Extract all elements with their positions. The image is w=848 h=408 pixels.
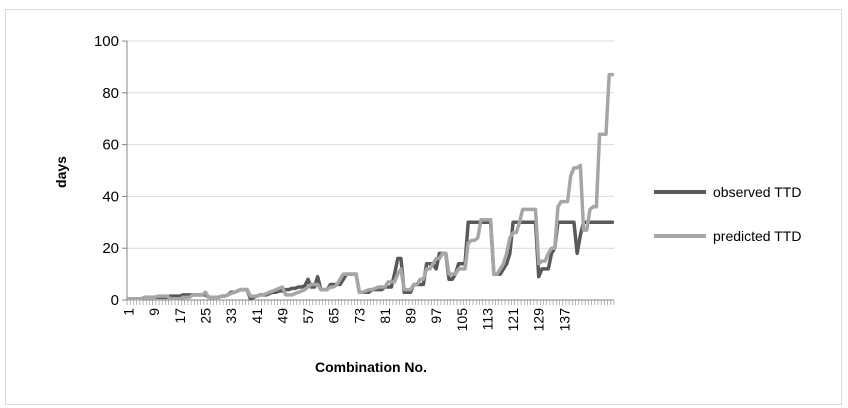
y-tick-label-60: 60	[102, 137, 119, 154]
x-tick-label-89: 89	[403, 308, 419, 324]
legend: observed TTD predicted TTD	[654, 184, 801, 244]
y-tick-label-0: 0	[111, 292, 119, 309]
x-tick-label-97: 97	[428, 308, 444, 324]
x-tick-label-105: 105	[454, 308, 470, 332]
x-tick-label-25: 25	[197, 308, 213, 324]
x-tick-label-9: 9	[146, 308, 162, 316]
x-tick-label-137: 137	[556, 308, 572, 332]
x-tick-label-57: 57	[300, 308, 316, 324]
legend-label-observed: observed TTD	[713, 184, 801, 200]
legend-item-predicted: predicted TTD	[654, 228, 801, 244]
x-tick-label-49: 49	[274, 308, 290, 324]
x-axis-label: Combination No.	[315, 359, 427, 375]
legend-label-predicted: predicted TTD	[713, 228, 801, 244]
x-tick-label-17: 17	[172, 308, 188, 324]
x-tick-label-81: 81	[377, 308, 393, 324]
x-tick-label-129: 129	[531, 308, 547, 332]
y-tick-label-20: 20	[102, 240, 119, 257]
x-tick-label-121: 121	[505, 308, 521, 332]
chart-frame	[5, 9, 842, 405]
series-lines	[126, 72, 615, 301]
x-tick-label-73: 73	[351, 308, 367, 324]
x-tick-label-65: 65	[326, 308, 342, 324]
x-tick-label-1: 1	[121, 308, 137, 316]
x-tick-label-41: 41	[249, 308, 265, 324]
y-axis-ticks: 0 20 40 60 80 100	[94, 33, 127, 309]
x-tick-label-113: 113	[479, 308, 495, 331]
y-tick-label-80: 80	[102, 85, 119, 102]
series-line-predicted	[126, 72, 615, 301]
x-axis-ticks: 1 9 17 25 33 41 49 57 65 73 81 89 97 105 113 121 129 137	[121, 300, 615, 332]
legend-item-observed: observed TTD	[654, 184, 801, 200]
gridlines	[127, 40, 614, 249]
y-tick-label-100: 100	[94, 33, 119, 50]
y-tick-label-40: 40	[102, 188, 119, 205]
x-tick-label-33: 33	[223, 308, 239, 324]
y-axis-label: days	[53, 156, 69, 188]
